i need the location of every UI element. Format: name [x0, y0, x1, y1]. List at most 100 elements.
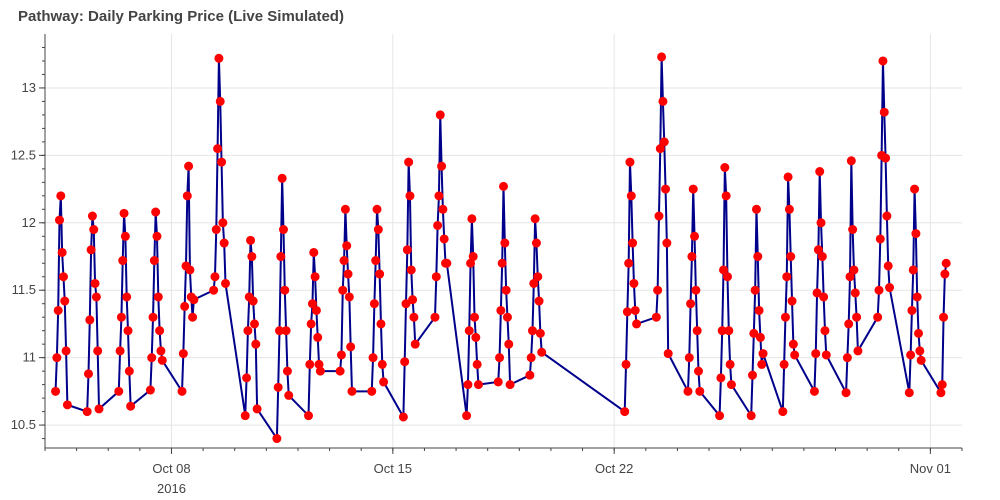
data-point: [817, 252, 827, 262]
data-point: [94, 404, 104, 414]
data-point: [530, 214, 540, 224]
data-point: [85, 315, 95, 325]
data-point: [114, 386, 124, 396]
data-point: [813, 245, 823, 255]
data-point: [315, 366, 325, 376]
data-point: [51, 386, 61, 396]
data-point: [782, 272, 792, 282]
y-tick-label: 11: [23, 350, 37, 365]
data-point: [340, 204, 350, 214]
data-point: [473, 380, 483, 390]
data-point: [149, 256, 159, 266]
data-point: [790, 350, 800, 360]
data-point: [661, 184, 671, 194]
data-point: [408, 295, 418, 305]
data-point: [811, 349, 821, 359]
data-point: [249, 319, 259, 329]
data-point: [221, 278, 230, 288]
data-point: [368, 353, 378, 363]
data-point: [746, 411, 756, 421]
data-point: [883, 261, 893, 271]
data-point: [313, 332, 323, 342]
data-point: [178, 349, 188, 359]
data-point: [784, 204, 794, 214]
data-point: [431, 272, 441, 282]
data-point: [493, 377, 503, 387]
data-point: [726, 380, 736, 390]
data-point: [217, 157, 227, 167]
data-point: [504, 339, 514, 349]
data-point: [916, 355, 926, 365]
data-point: [525, 370, 535, 380]
data-point: [214, 53, 224, 63]
data-point: [654, 211, 664, 221]
x-tick-label: Oct 15: [374, 461, 412, 476]
data-point: [60, 296, 70, 306]
data-point: [433, 220, 443, 230]
data-point: [398, 412, 408, 422]
data-point: [218, 218, 228, 228]
data-point: [342, 241, 352, 251]
data-point: [688, 184, 698, 194]
data-point: [148, 312, 158, 322]
data-point: [437, 161, 447, 171]
data-point: [850, 288, 860, 298]
data-point: [658, 96, 668, 106]
data-point: [786, 252, 796, 262]
data-point: [693, 366, 703, 376]
data-point: [537, 347, 547, 357]
data-point: [908, 265, 918, 275]
data-point: [410, 339, 420, 349]
data-point: [272, 434, 282, 444]
data-point: [533, 272, 543, 282]
data-point: [758, 349, 768, 359]
data-point: [780, 312, 790, 322]
data-point: [87, 211, 97, 221]
data-point: [89, 225, 99, 235]
data-point: [534, 296, 544, 306]
data-point: [692, 326, 702, 336]
data-point: [126, 401, 136, 411]
data-point: [213, 144, 223, 154]
data-point: [914, 328, 924, 338]
data-point: [464, 326, 474, 336]
data-point: [343, 269, 353, 279]
data-point: [123, 326, 133, 336]
data-point: [526, 353, 536, 363]
data-point: [751, 204, 761, 214]
data-point: [716, 373, 726, 383]
data-point: [874, 285, 884, 295]
data-point: [211, 225, 221, 235]
data-point: [691, 285, 701, 295]
data-point: [848, 225, 858, 235]
data-point: [336, 350, 346, 360]
data-point: [309, 247, 319, 257]
data-point: [754, 305, 764, 315]
data-point: [500, 238, 510, 248]
data-point: [653, 285, 663, 295]
data-point: [184, 161, 194, 171]
data-point: [373, 225, 383, 235]
data-point: [842, 353, 852, 363]
data-point: [535, 328, 545, 338]
data-point: [86, 245, 96, 255]
data-point: [821, 350, 831, 360]
data-point: [529, 278, 539, 288]
data-point: [936, 388, 946, 398]
data-point: [438, 204, 448, 214]
data-point: [185, 265, 195, 275]
data-point: [849, 265, 859, 275]
data-point: [687, 252, 697, 262]
data-point: [240, 411, 250, 421]
data-point: [338, 285, 348, 295]
data-point: [91, 292, 101, 302]
data-point: [401, 299, 411, 309]
data-point: [155, 326, 165, 336]
data-point: [243, 326, 253, 336]
data-point: [812, 288, 822, 298]
data-point: [251, 339, 261, 349]
data-point: [118, 256, 128, 266]
data-point: [630, 305, 640, 315]
data-point: [779, 359, 789, 369]
